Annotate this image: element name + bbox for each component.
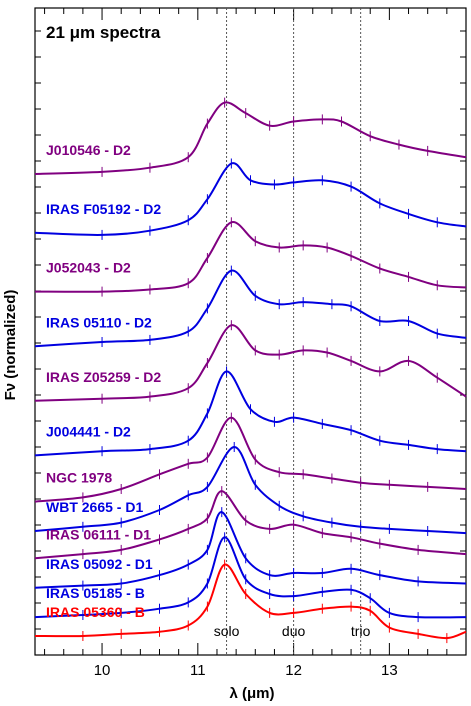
series-label-6: NGC 1978	[46, 470, 112, 486]
x-axis-title: λ (μm)	[229, 685, 274, 702]
series-line-3	[35, 270, 466, 346]
series-labels: J010546 - D2 IRAS F05192 - D2 J052043 - D2…	[46, 142, 161, 620]
y-axis-title: Fν (normalized)	[2, 290, 19, 401]
series-line-7	[35, 447, 466, 533]
series-label-8: IRAS 06111 - D1	[46, 526, 151, 542]
series-label-3: IRAS 05110 - D2	[46, 314, 152, 330]
x-tick-label: 11	[190, 662, 206, 679]
series-line-11	[35, 564, 466, 638]
series-line-2	[35, 222, 466, 292]
series-label-10: IRAS 05185 - B	[46, 585, 145, 601]
series-line-4	[35, 325, 466, 401]
series-line-1	[35, 163, 466, 235]
x-tick-label: 10	[94, 662, 111, 679]
series-label-2: J052043 - D2	[46, 260, 131, 276]
series-label-11: IRAS 05360 - B	[46, 604, 145, 620]
series-label-7: WBT 2665 - D1	[46, 499, 143, 515]
series-label-4: IRAS Z05259 - D2	[46, 369, 161, 385]
series-label-5: J004441 - D2	[46, 424, 131, 440]
reference-lines: solo duo trio	[214, 8, 371, 655]
chart-title: 21 μm spectra	[46, 23, 161, 42]
feature-label-duo: duo	[282, 623, 306, 639]
x-tick-label: 13	[381, 662, 398, 679]
feature-label-trio: trio	[351, 623, 371, 639]
series-label-0: J010546 - D2	[46, 142, 131, 158]
series-line-0	[35, 102, 466, 174]
series-label-9: IRAS 05092 - D1	[46, 556, 153, 572]
series-label-1: IRAS F05192 - D2	[46, 201, 161, 217]
feature-label-solo: solo	[214, 623, 240, 639]
x-tick-label: 12	[285, 662, 302, 679]
